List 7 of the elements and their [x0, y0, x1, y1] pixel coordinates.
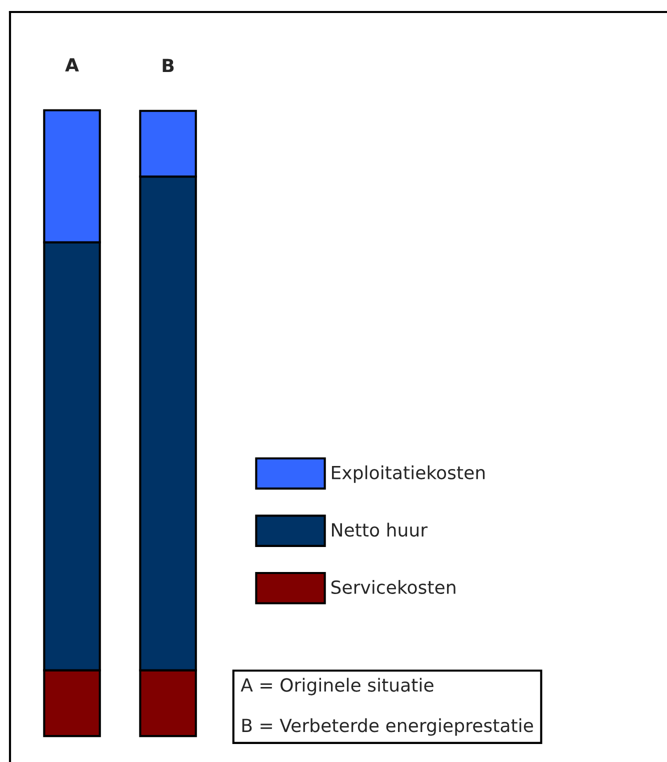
text: A = Originele situatie [240, 678, 434, 696]
text: B = Verbeterde energieprestatie [242, 718, 533, 736]
x-tick-label: A [65, 58, 79, 72]
x-tick-label: B [162, 58, 174, 72]
legend-label: Netto huur [332, 522, 428, 537]
legend-label: Exploitatiekosten [332, 465, 485, 483]
legend-label: Servicekosten [331, 580, 456, 594]
